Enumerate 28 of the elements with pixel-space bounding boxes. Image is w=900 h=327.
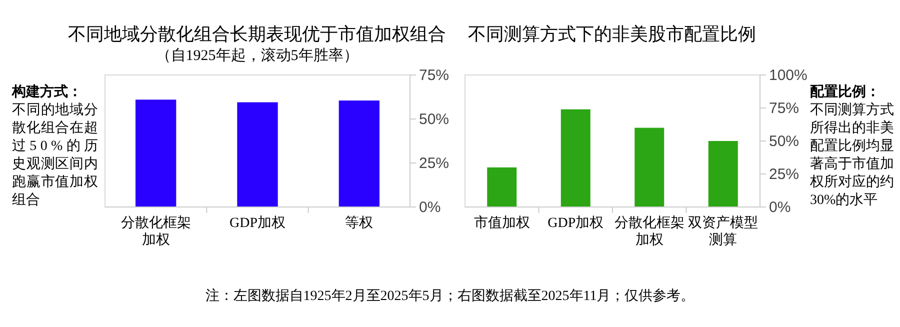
- y-tick-label: 25%: [769, 166, 800, 183]
- x-tick-label: 市值加权: [474, 215, 530, 231]
- y-tick-label: 25%: [419, 154, 450, 172]
- x-tick-label: 等权: [345, 215, 374, 231]
- chart-title: 不同地域分散化组合长期表现优于市值加权组合: [68, 24, 446, 44]
- y-tick-label: 75%: [419, 66, 450, 84]
- text: 不同的地域分散化组合在超过50%的历史观测区间内跑赢市值加权组合: [12, 102, 98, 208]
- bar: [487, 167, 517, 207]
- text: 构建方式：: [11, 83, 82, 100]
- x-tick-label: 分散化框架加权: [120, 215, 191, 248]
- y-tick-label: 50%: [419, 110, 450, 128]
- text: 不同测算方式所得出的非美配置比例均显著高于市值加权所对应的约30%的水平: [809, 102, 894, 208]
- bar: [708, 141, 738, 207]
- x-tick-label: GDP加权: [548, 215, 604, 231]
- y-tick-label: 100%: [769, 66, 808, 84]
- bar: [560, 109, 590, 207]
- x-tick-label: 双资产模型测算: [688, 215, 758, 248]
- y-tick-label: 50%: [769, 132, 800, 150]
- y-tick-label: 0%: [769, 198, 791, 216]
- text: 配置比例：: [810, 84, 880, 100]
- chart-subtitle: （自1925年起，滚动5年胜率）: [156, 47, 358, 64]
- y-tick-label: 0%: [419, 198, 441, 216]
- bar: [634, 128, 664, 207]
- chart-title: 不同测算方式下的非美股市配置比例: [468, 24, 756, 44]
- text: 注：左图数据自1925年2月至2025年5月；右图数据截至2025年11月；仅供参考。: [205, 288, 695, 304]
- x-tick-label: GDP加权: [229, 215, 286, 231]
- y-tick-label: 75%: [769, 100, 800, 117]
- x-tick-label: 分散化框架加权: [614, 215, 684, 248]
